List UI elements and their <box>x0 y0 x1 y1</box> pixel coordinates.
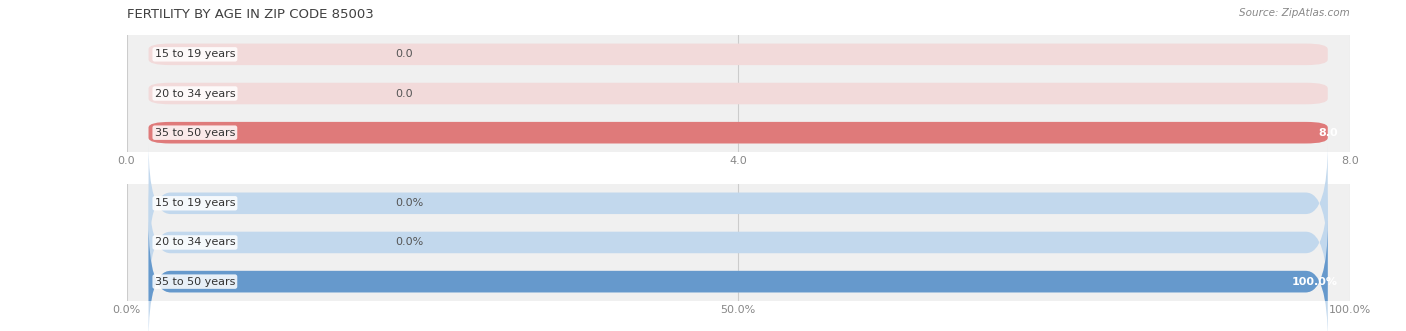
Text: Source: ZipAtlas.com: Source: ZipAtlas.com <box>1239 8 1350 18</box>
Text: 0.0%: 0.0% <box>395 237 423 248</box>
Text: 0.0%: 0.0% <box>395 198 423 208</box>
FancyBboxPatch shape <box>149 144 1327 263</box>
Text: 100.0%: 100.0% <box>1292 277 1337 287</box>
FancyBboxPatch shape <box>149 122 1327 143</box>
FancyBboxPatch shape <box>149 44 1327 65</box>
Text: 0.0: 0.0 <box>395 88 413 99</box>
Text: 20 to 34 years: 20 to 34 years <box>155 88 235 99</box>
FancyBboxPatch shape <box>149 83 1327 104</box>
FancyBboxPatch shape <box>149 122 1327 143</box>
Text: 20 to 34 years: 20 to 34 years <box>155 237 235 248</box>
Text: 0.0: 0.0 <box>395 49 413 59</box>
FancyBboxPatch shape <box>149 222 1327 331</box>
FancyBboxPatch shape <box>149 183 1327 302</box>
Text: 8.0: 8.0 <box>1317 128 1337 138</box>
Text: 35 to 50 years: 35 to 50 years <box>155 277 235 287</box>
FancyBboxPatch shape <box>149 222 1327 331</box>
Text: 35 to 50 years: 35 to 50 years <box>155 128 235 138</box>
Text: 15 to 19 years: 15 to 19 years <box>155 49 235 59</box>
Text: 15 to 19 years: 15 to 19 years <box>155 198 235 208</box>
Text: FERTILITY BY AGE IN ZIP CODE 85003: FERTILITY BY AGE IN ZIP CODE 85003 <box>127 8 373 21</box>
